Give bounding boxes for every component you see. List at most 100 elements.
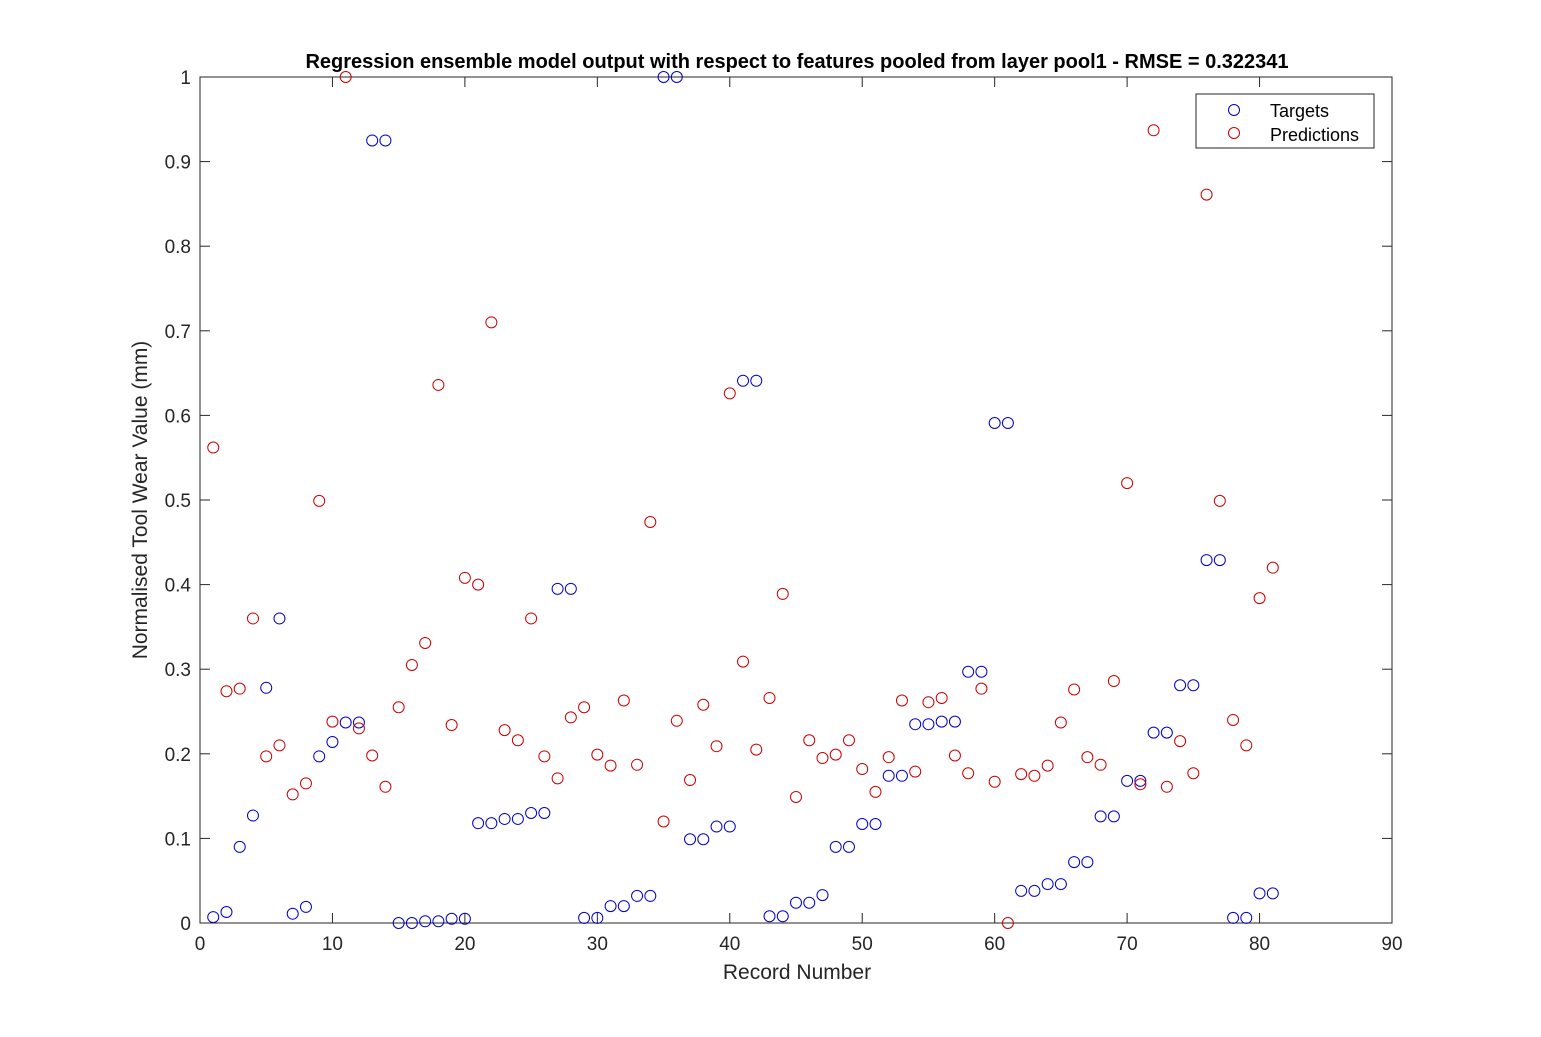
target-point bbox=[723, 820, 736, 833]
target-point bbox=[737, 374, 750, 387]
target-point bbox=[842, 840, 855, 853]
target-point bbox=[1107, 810, 1120, 823]
target-point bbox=[1200, 554, 1213, 567]
y-tick-label: 0.9 bbox=[165, 153, 191, 174]
x-tick-label: 50 bbox=[852, 934, 873, 955]
prediction-point bbox=[445, 719, 458, 732]
prediction-point bbox=[909, 765, 922, 778]
prediction-point bbox=[644, 516, 657, 528]
target-point bbox=[392, 917, 405, 929]
x-tick-label: 0 bbox=[195, 934, 206, 955]
plot-area: 0 10 20 30 40 50 60 70 80 90 00.10.20.30.40.50.60… bbox=[165, 68, 1403, 955]
target-point bbox=[1121, 774, 1134, 787]
target-point bbox=[697, 833, 710, 846]
target-point bbox=[829, 840, 842, 853]
prediction-point bbox=[498, 724, 511, 737]
prediction-point bbox=[405, 658, 418, 671]
prediction-point bbox=[1240, 739, 1253, 752]
target-point bbox=[432, 915, 445, 928]
target-point bbox=[948, 715, 961, 728]
series-targets bbox=[207, 71, 1279, 929]
y-tick-label: 0.3 bbox=[165, 660, 191, 681]
target-point bbox=[207, 911, 220, 924]
prediction-point bbox=[856, 763, 869, 776]
target-point bbox=[1081, 856, 1094, 869]
prediction-point bbox=[485, 316, 498, 329]
prediction-point bbox=[710, 740, 723, 753]
target-point bbox=[1094, 810, 1107, 823]
y-tick-label: 0.5 bbox=[165, 491, 191, 512]
target-point bbox=[962, 665, 975, 678]
prediction-point bbox=[207, 441, 220, 454]
target-point bbox=[498, 812, 511, 825]
target-point bbox=[233, 840, 246, 853]
x-tick-label: 40 bbox=[719, 934, 740, 955]
legend-label-predictions: Predictions bbox=[1270, 125, 1359, 145]
prediction-point bbox=[1094, 758, 1107, 771]
target-point bbox=[458, 912, 471, 925]
prediction-point bbox=[1081, 751, 1094, 764]
prediction-point bbox=[233, 682, 246, 695]
target-point bbox=[1015, 884, 1028, 897]
prediction-point bbox=[776, 587, 789, 600]
prediction-point bbox=[1028, 769, 1041, 782]
prediction-point bbox=[564, 711, 577, 724]
target-point bbox=[856, 818, 869, 831]
y-tick-label: 0.1 bbox=[165, 829, 191, 850]
prediction-point bbox=[1134, 778, 1147, 791]
prediction-point bbox=[591, 748, 604, 761]
target-point bbox=[1147, 726, 1160, 739]
prediction-point bbox=[631, 758, 644, 771]
target-point bbox=[366, 134, 379, 147]
prediction-point bbox=[697, 698, 710, 711]
prediction-point bbox=[1200, 188, 1213, 201]
target-point bbox=[790, 896, 802, 909]
target-point bbox=[591, 911, 604, 924]
prediction-point bbox=[842, 734, 855, 747]
prediction-point bbox=[260, 750, 273, 763]
target-point bbox=[604, 900, 617, 913]
target-point bbox=[882, 769, 895, 782]
prediction-point bbox=[1054, 716, 1067, 729]
target-point bbox=[1041, 878, 1054, 891]
prediction-point bbox=[829, 748, 842, 761]
chart-title: Regression ensemble model output with re… bbox=[305, 51, 1288, 73]
prediction-point bbox=[790, 790, 802, 803]
prediction-point bbox=[339, 71, 352, 83]
x-tick-label: 30 bbox=[587, 934, 608, 955]
prediction-point bbox=[1107, 675, 1120, 688]
prediction-point bbox=[1015, 768, 1028, 781]
legend-marker-targets bbox=[1228, 104, 1240, 116]
prediction-point bbox=[869, 785, 882, 798]
plot-frame bbox=[199, 76, 1393, 924]
prediction-point bbox=[1213, 494, 1226, 507]
prediction-point bbox=[1174, 735, 1187, 748]
target-point bbox=[922, 718, 935, 731]
target-point bbox=[710, 820, 723, 833]
prediction-point bbox=[1147, 124, 1160, 137]
target-point bbox=[1054, 878, 1067, 891]
prediction-point bbox=[1187, 767, 1200, 780]
data-points bbox=[207, 71, 1279, 929]
prediction-point bbox=[246, 612, 259, 625]
prediction-point bbox=[988, 775, 1001, 788]
prediction-point bbox=[816, 752, 829, 765]
target-point bbox=[1227, 911, 1240, 924]
y-axis-label: Normalised Tool Wear Value (mm) bbox=[129, 341, 152, 660]
prediction-point bbox=[538, 750, 551, 763]
prediction-point bbox=[392, 701, 405, 714]
prediction-point bbox=[922, 696, 935, 709]
prediction-point bbox=[657, 815, 670, 828]
series-predictions bbox=[207, 71, 1279, 929]
target-point bbox=[869, 818, 882, 831]
target-point bbox=[538, 807, 551, 820]
target-point bbox=[220, 906, 233, 918]
target-point bbox=[551, 582, 564, 595]
target-point bbox=[485, 817, 498, 830]
target-point bbox=[379, 134, 392, 147]
prediction-point bbox=[1266, 561, 1279, 574]
x-axis-label: Record Number bbox=[723, 961, 871, 984]
target-point bbox=[909, 718, 922, 731]
prediction-point bbox=[1227, 713, 1240, 726]
